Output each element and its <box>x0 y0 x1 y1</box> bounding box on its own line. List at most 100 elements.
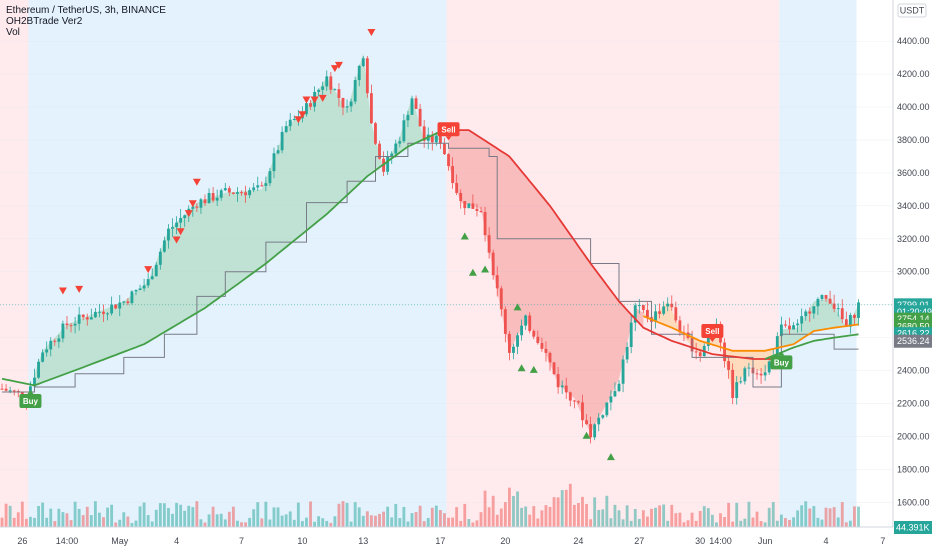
down-arrow-15 <box>367 28 376 36</box>
volume-bar <box>33 517 36 527</box>
indicator-name: OH2BTrade Ver2 <box>6 16 83 27</box>
candle-body <box>256 185 260 188</box>
volume-bar <box>690 512 694 527</box>
volume-bar <box>836 517 840 527</box>
volume-bar <box>49 508 53 527</box>
candle-body <box>341 97 345 108</box>
candle-body <box>735 382 739 399</box>
candle-body <box>840 308 844 320</box>
volume-bar <box>329 522 333 527</box>
candle-body <box>337 89 341 98</box>
volume-bar <box>154 509 158 527</box>
volume-bar <box>146 515 150 527</box>
candle-body <box>662 306 666 314</box>
volume-label-bg <box>894 521 932 534</box>
volume-bar <box>240 522 243 527</box>
volume-bar <box>520 507 524 527</box>
volume-bar <box>637 518 641 527</box>
volume-bar <box>832 507 836 527</box>
up-arrow-0 <box>460 232 469 240</box>
volume-bar <box>479 512 483 527</box>
volume-bar <box>98 512 101 527</box>
candle-body <box>800 316 804 324</box>
volume-bar <box>593 497 597 527</box>
candle-body <box>613 391 617 397</box>
volume-bar <box>597 510 601 527</box>
candle-body <box>353 80 357 102</box>
zone-buy-3 <box>779 0 857 527</box>
candle-body <box>804 311 808 317</box>
candle-body <box>499 288 503 310</box>
candle-body <box>280 131 284 151</box>
volume-bar <box>309 501 312 527</box>
volume-bar <box>463 503 467 527</box>
candle-body <box>349 101 353 107</box>
currency-badge <box>897 3 927 18</box>
volume-bar <box>215 514 219 527</box>
volume-bar <box>560 490 564 527</box>
volume-bar <box>491 495 495 527</box>
candle-body <box>325 76 329 87</box>
down-arrow-5 <box>184 210 193 218</box>
candle-body <box>199 199 203 208</box>
candle-body <box>443 143 446 155</box>
candle-body <box>171 227 174 229</box>
candle-body <box>402 120 406 142</box>
down-arrow-6 <box>188 200 197 208</box>
x-tick-label-9: 24 <box>573 536 583 546</box>
candle-body <box>601 415 605 418</box>
candle-body <box>857 302 860 318</box>
candle-body <box>532 330 536 337</box>
volume-bar <box>784 518 787 527</box>
volume-bar <box>670 504 674 527</box>
candle-body <box>130 291 134 304</box>
candle-body <box>41 352 45 362</box>
candle-body <box>317 89 321 92</box>
volume-bar <box>333 516 337 527</box>
down-arrow-10 <box>302 96 311 104</box>
candle-body <box>264 183 268 186</box>
volume-bar <box>102 517 105 527</box>
candle-body <box>65 323 69 326</box>
volume-bar <box>678 512 682 527</box>
candle-body <box>808 311 812 314</box>
signal-label: Sell <box>441 125 455 134</box>
down-arrow-12 <box>318 94 327 102</box>
candle-body <box>183 215 187 219</box>
volume-bar <box>633 508 637 527</box>
signal-label: Buy <box>23 397 39 406</box>
volume-bar <box>483 490 487 527</box>
volume-bar <box>625 505 629 527</box>
volume-bar <box>650 508 653 527</box>
volume-bar <box>179 504 183 527</box>
x-tick-label-3: 4 <box>174 536 179 546</box>
candle-body <box>57 338 61 342</box>
candle-body <box>637 305 641 307</box>
candle-body <box>658 311 662 314</box>
candle-body <box>73 323 77 326</box>
volume-bar <box>739 520 743 527</box>
volume-bar <box>848 520 852 527</box>
symbol-title: Ethereum / TetherUS, 3h, BINANCE <box>6 5 166 16</box>
candle-body <box>524 315 528 326</box>
x-tick-label-11: 30 <box>695 536 705 546</box>
volume-bar <box>195 501 199 527</box>
volume-bar <box>45 517 49 527</box>
volume-bar <box>280 515 284 527</box>
volume-bar <box>236 520 239 527</box>
volume-bar <box>788 519 791 527</box>
up-arrow-6 <box>582 431 591 439</box>
volume-bar <box>443 513 446 527</box>
volume-bar <box>507 487 511 527</box>
candle-body <box>779 324 783 337</box>
candle-body <box>333 89 337 91</box>
volume-bar <box>605 495 609 527</box>
volume-bar <box>390 517 394 527</box>
volume-bar <box>447 517 450 527</box>
candle-body <box>345 106 349 108</box>
volume-bar <box>422 521 426 527</box>
price-label-5: 2536.24 <box>897 336 930 346</box>
candle-body <box>305 103 308 115</box>
volume-bar <box>402 506 406 527</box>
